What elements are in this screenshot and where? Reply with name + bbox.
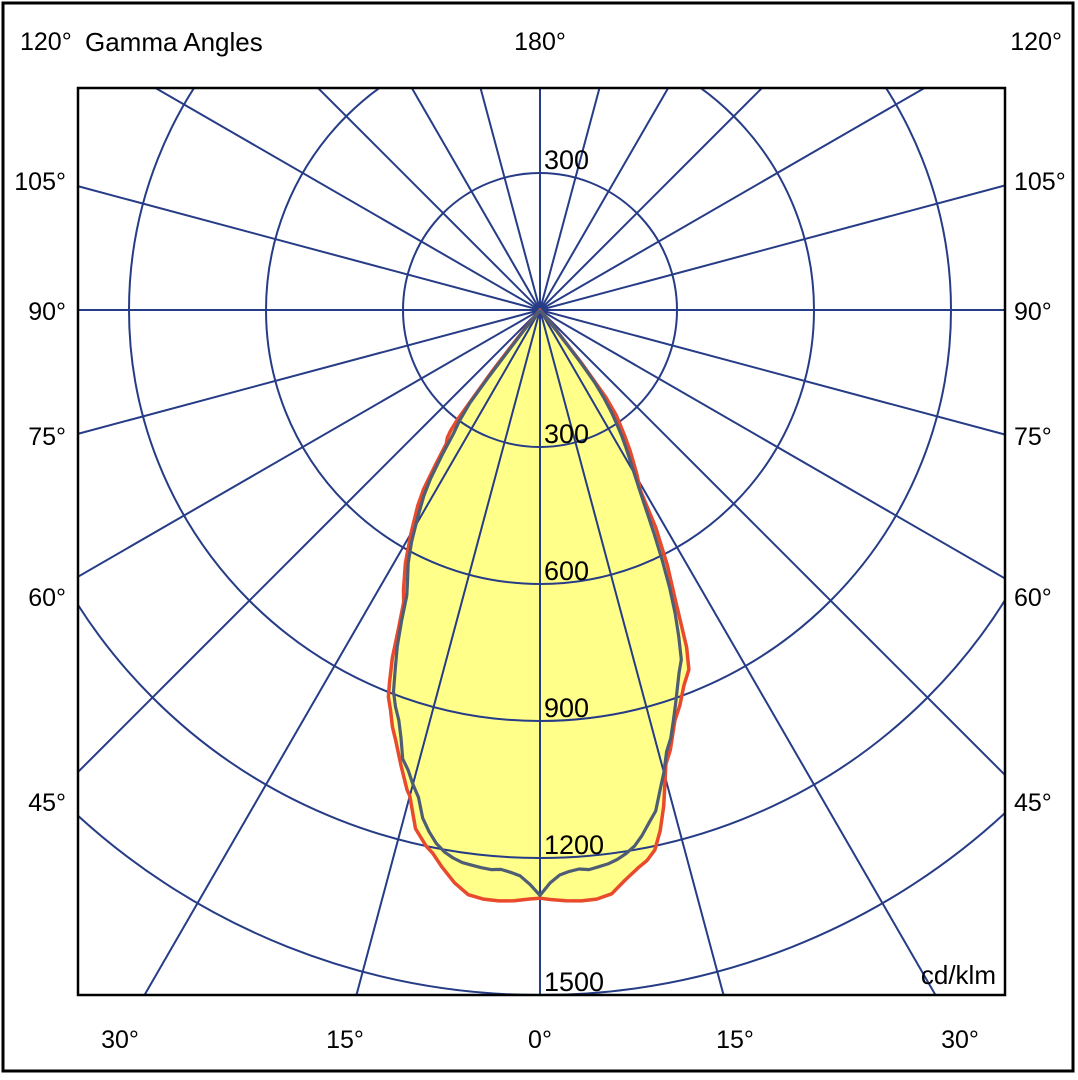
gamma-angle-label-bottom: 15° xyxy=(716,1026,754,1054)
gamma-angle-label-bottom: 30° xyxy=(101,1026,139,1054)
intensity-lobe-fill xyxy=(388,310,689,901)
gamma-angle-label-left: 105° xyxy=(14,168,66,196)
chart-title: Gamma Angles xyxy=(85,27,263,57)
gamma-angle-label-left: 90° xyxy=(28,298,66,326)
gamma-angle-label-bottom: 30° xyxy=(941,1026,979,1054)
ring-value-label: 300 xyxy=(544,145,589,175)
gamma-angle-label-top-left: 120° xyxy=(20,28,72,56)
unit-label: cd/klm xyxy=(921,960,996,990)
gamma-angle-label-left: 45° xyxy=(28,789,66,817)
curve-c0-c180 xyxy=(386,308,691,903)
curve-c90-c270 xyxy=(391,309,683,898)
gamma-angle-label-left: 60° xyxy=(28,584,66,612)
ring-value-label: 1500 xyxy=(544,967,604,997)
gamma-angle-label-right: 105° xyxy=(1014,168,1066,196)
ring-value-label: 900 xyxy=(544,693,589,723)
plot-border xyxy=(76,86,1007,997)
ring-value-label: 1200 xyxy=(544,830,604,860)
gamma-angle-label-top-right: 120° xyxy=(1010,28,1062,56)
gamma-angle-label-left: 75° xyxy=(28,423,66,451)
gamma-angle-label-right: 90° xyxy=(1014,298,1052,326)
gamma-angle-label-top-center: 180° xyxy=(514,28,566,56)
gamma-angle-label-bottom: 0° xyxy=(528,1026,552,1054)
gamma-angle-label-right: 45° xyxy=(1014,789,1052,817)
ring-value-label: 600 xyxy=(544,556,589,586)
ring-value-label: 300 xyxy=(544,419,589,449)
gamma-angle-label-bottom: 15° xyxy=(326,1026,364,1054)
gamma-angle-label-right: 60° xyxy=(1014,584,1052,612)
gamma-angle-label-right: 75° xyxy=(1014,423,1052,451)
